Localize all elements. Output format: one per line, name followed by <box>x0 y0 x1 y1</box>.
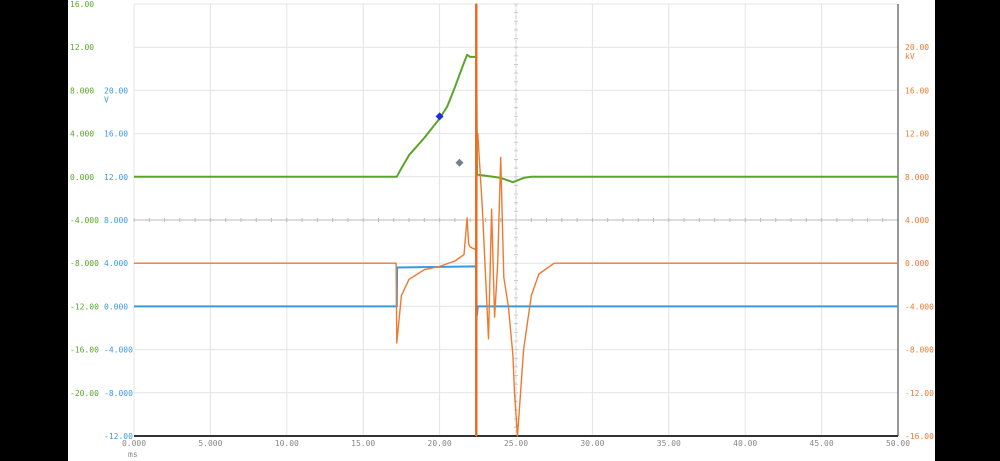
green-axis-tick-label: 0.000 <box>70 173 94 182</box>
green-axis-tick-label: -8.000 <box>70 259 99 268</box>
x-tick-label: 20.00 <box>428 439 452 448</box>
x-tick-label: 5.000 <box>198 439 222 448</box>
orange-axis-tick-label: 16.00 <box>905 86 929 95</box>
blue-axis-unit: V <box>104 95 109 104</box>
orange-axis-tick-label: 8.000 <box>905 173 929 182</box>
x-tick-label: 40.00 <box>733 439 757 448</box>
x-tick-label: 0.000 <box>122 439 146 448</box>
orange-axis-tick-label: -4.000 <box>905 302 934 311</box>
cursor-marker <box>435 112 444 121</box>
green-axis-tick-label: -12.00 <box>70 302 99 311</box>
orange-axis-tick-label: -12.00 <box>905 389 934 398</box>
green-axis-tick-label: -16.00 <box>70 346 99 355</box>
x-tick-label: 25.00 <box>504 439 528 448</box>
green-axis-tick-label: 16.00 <box>70 0 94 9</box>
x-tick-label: 15.00 <box>351 439 375 448</box>
orange-axis-tick-label: -8.000 <box>905 346 934 355</box>
orange-axis-tick-label: 4.000 <box>905 216 929 225</box>
blue-axis-tick-label: -4.000 <box>104 346 133 355</box>
orange-axis-tick-label: -16.00 <box>905 432 934 441</box>
green-axis-tick-label: 4.000 <box>70 130 94 139</box>
blue-axis-tick-label: 12.00 <box>104 173 128 182</box>
blue-axis-tick-label: 16.00 <box>104 130 128 139</box>
green-series-line <box>134 53 898 184</box>
x-tick-label: 30.00 <box>580 439 604 448</box>
orange-series-line <box>134 3 898 437</box>
x-tick-label: 35.00 <box>657 439 681 448</box>
blue-axis-tick-label: 20.00 <box>104 86 128 95</box>
green-axis-tick-label: 8.000 <box>70 86 94 95</box>
green-axis-tick-label: -20.00 <box>70 389 99 398</box>
green-axis-tick-label: -4.000 <box>70 216 99 225</box>
x-tick-label: 10.00 <box>275 439 299 448</box>
orange-axis-tick-label: 12.00 <box>905 130 929 139</box>
orange-axis-tick-label: 0.000 <box>905 259 929 268</box>
orange-axis-tick-label: 20.00 <box>905 43 929 52</box>
blue-axis-tick-label: -12.00 <box>104 432 133 441</box>
x-tick-label: 50.00 <box>886 439 910 448</box>
chart-panel <box>68 0 935 461</box>
green-axis-tick-label: 12.00 <box>70 43 94 52</box>
blue-axis-tick-label: -8.000 <box>104 389 133 398</box>
orange-axis-unit: kV <box>905 52 915 61</box>
x-tick-label: 45.00 <box>810 439 834 448</box>
cursor-marker <box>455 158 464 167</box>
blue-axis-tick-label: 4.000 <box>104 259 128 268</box>
x-unit-label: ms <box>128 450 138 459</box>
blue-axis-tick-label: 8.000 <box>104 216 128 225</box>
blue-axis-tick-label: 0.000 <box>104 302 128 311</box>
